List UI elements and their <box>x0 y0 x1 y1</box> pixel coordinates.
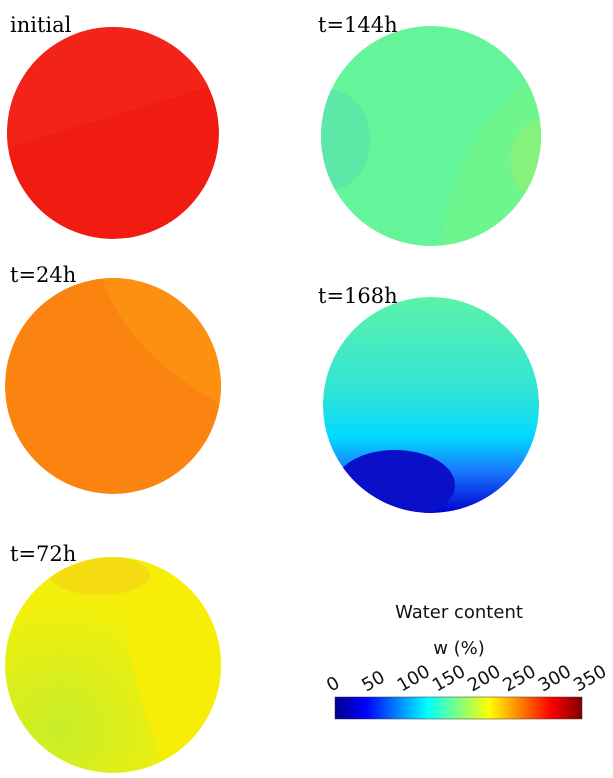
map <box>5 557 221 773</box>
panel-label: t=72h <box>10 542 76 566</box>
colorbar-tick-label: 300 <box>535 661 575 696</box>
panel-label: t=144h <box>318 13 398 37</box>
colorbar-tick-label: 50 <box>358 667 388 697</box>
colorbar-tick-label: 200 <box>464 661 504 696</box>
colorbar-tick-label: 250 <box>499 661 539 696</box>
panel-label: initial <box>10 13 72 37</box>
colorbar <box>334 696 583 720</box>
colorbar-title: Water content <box>395 602 523 623</box>
colorbar-tick-label: 150 <box>429 661 469 696</box>
colorbar-tick-label: 100 <box>394 661 434 696</box>
map <box>5 278 221 494</box>
panel-label: t=24h <box>10 263 76 287</box>
colorbar-tick-label: 0 <box>323 672 343 696</box>
colorbar-tick-label: 350 <box>570 661 610 696</box>
colorbar-unit: w (%) <box>433 638 485 659</box>
map <box>323 297 539 513</box>
panel-label: t=168h <box>318 284 398 308</box>
map <box>321 26 541 246</box>
